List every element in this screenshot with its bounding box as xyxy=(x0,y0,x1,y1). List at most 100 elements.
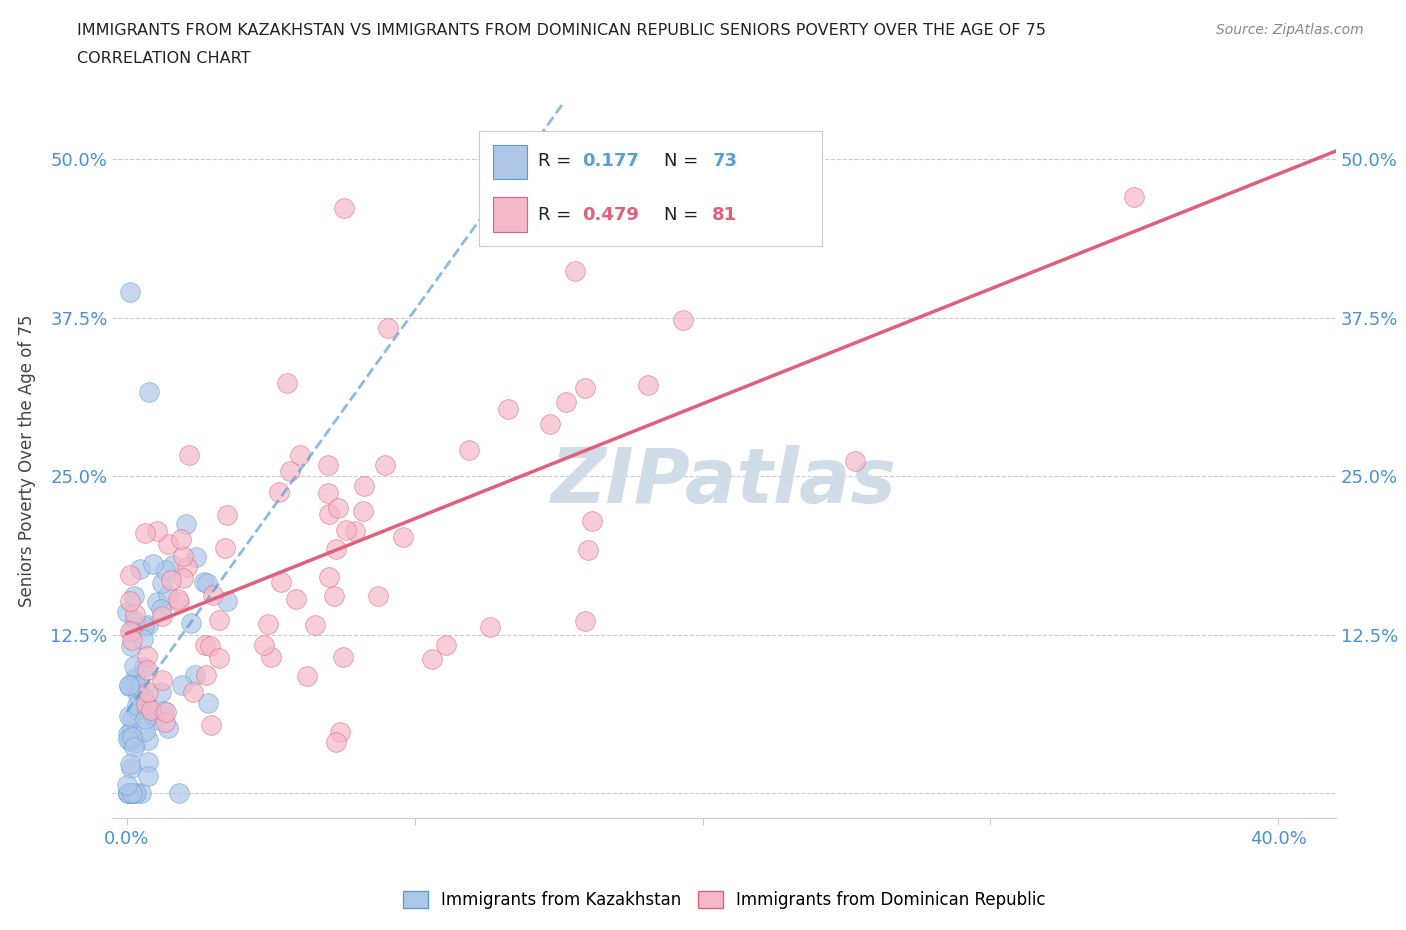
Point xyxy=(420,651,443,666)
Point xyxy=(176,559,198,574)
Point xyxy=(122,739,145,754)
Point xyxy=(138,385,160,400)
Point xyxy=(135,663,157,678)
Point xyxy=(208,612,231,627)
Point xyxy=(332,650,354,665)
Point xyxy=(156,721,179,736)
Point xyxy=(260,650,283,665)
Point xyxy=(121,786,143,801)
Point xyxy=(150,576,173,591)
Text: ZIPatlas: ZIPatlas xyxy=(551,445,897,519)
Point xyxy=(150,684,173,699)
Point xyxy=(141,706,163,721)
Point xyxy=(146,595,169,610)
Point xyxy=(276,375,298,390)
Point xyxy=(150,609,173,624)
Point xyxy=(120,756,142,771)
Point xyxy=(118,679,141,694)
Point xyxy=(150,672,173,687)
Point xyxy=(155,715,177,730)
Point xyxy=(120,724,142,738)
Point xyxy=(124,677,146,692)
Point xyxy=(200,639,222,654)
Point xyxy=(122,589,145,604)
Point xyxy=(177,447,200,462)
Point xyxy=(256,616,278,631)
Point xyxy=(352,503,374,518)
Point xyxy=(125,786,148,801)
Point xyxy=(121,632,143,647)
Point xyxy=(479,619,502,634)
Point xyxy=(215,593,238,608)
Point xyxy=(138,754,160,769)
Y-axis label: Seniors Poverty Over the Age of 75: Seniors Poverty Over the Age of 75 xyxy=(18,314,37,606)
Point xyxy=(132,688,155,703)
Point xyxy=(374,458,396,472)
Point xyxy=(124,786,146,801)
Point xyxy=(134,724,156,738)
Point xyxy=(120,786,142,801)
Point xyxy=(120,760,142,775)
Point xyxy=(128,562,150,577)
Point xyxy=(180,615,202,630)
Point xyxy=(200,718,222,733)
Point xyxy=(143,712,166,727)
Point xyxy=(136,733,159,748)
Point xyxy=(434,637,457,652)
Point xyxy=(538,416,561,431)
Point xyxy=(195,668,218,683)
Point xyxy=(118,709,141,724)
Point xyxy=(136,618,159,632)
Point xyxy=(353,479,375,494)
Point xyxy=(172,549,194,564)
Point xyxy=(121,677,143,692)
Point xyxy=(167,786,190,801)
Point xyxy=(576,542,599,557)
Point xyxy=(121,711,143,725)
Point xyxy=(131,631,153,646)
Point xyxy=(129,786,152,801)
Point xyxy=(149,602,172,617)
Point xyxy=(267,485,290,499)
Point xyxy=(1123,190,1146,205)
Point xyxy=(124,614,146,629)
Point xyxy=(288,448,311,463)
Point xyxy=(328,500,350,515)
Point xyxy=(325,541,347,556)
Point xyxy=(135,649,157,664)
Point xyxy=(328,724,350,739)
Point xyxy=(121,730,143,745)
Point xyxy=(134,525,156,540)
Point xyxy=(124,671,146,685)
Point xyxy=(217,508,239,523)
Point xyxy=(117,726,139,741)
Point xyxy=(136,768,159,783)
Point xyxy=(121,786,143,801)
Point xyxy=(117,731,139,746)
Point xyxy=(127,702,149,717)
Point xyxy=(118,285,141,299)
Point xyxy=(377,320,399,335)
Point xyxy=(117,786,139,801)
Point xyxy=(195,576,218,591)
Point xyxy=(117,786,139,801)
Point xyxy=(458,443,481,458)
Point xyxy=(124,606,146,621)
Point xyxy=(153,703,176,718)
Point xyxy=(155,704,177,719)
Point xyxy=(564,263,586,278)
Point xyxy=(304,618,326,632)
Point xyxy=(335,523,357,538)
Text: IMMIGRANTS FROM KAZAKHSTAN VS IMMIGRANTS FROM DOMINICAN REPUBLIC SENIORS POVERTY: IMMIGRANTS FROM KAZAKHSTAN VS IMMIGRANTS… xyxy=(77,23,1046,38)
Point xyxy=(318,570,340,585)
Point xyxy=(278,463,301,478)
Point xyxy=(333,201,356,216)
Point xyxy=(172,570,194,585)
Point xyxy=(316,458,339,472)
Point xyxy=(136,700,159,715)
Point xyxy=(142,557,165,572)
Legend: Immigrants from Kazakhstan, Immigrants from Dominican Republic: Immigrants from Kazakhstan, Immigrants f… xyxy=(396,884,1052,915)
Point xyxy=(555,394,578,409)
Point xyxy=(208,650,231,665)
Point xyxy=(121,786,143,801)
